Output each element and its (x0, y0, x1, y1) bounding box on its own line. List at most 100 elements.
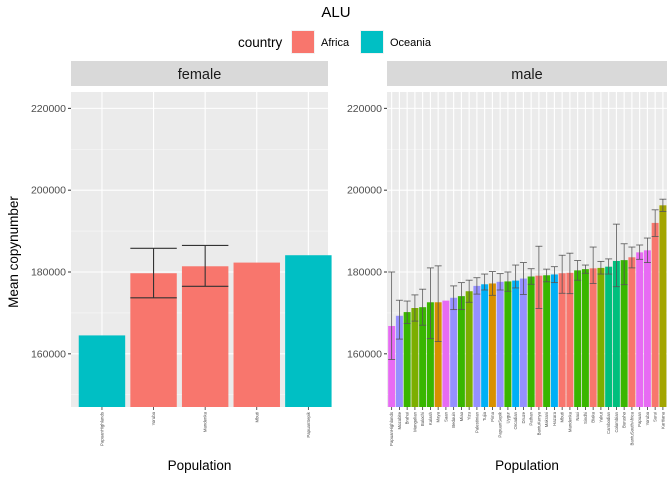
y-tick-label: 220000 (31, 103, 66, 115)
x-tick-label: Karitiana (660, 411, 665, 429)
x-tick-label: PapuanHighlands (389, 412, 394, 446)
bar (388, 326, 396, 407)
x-tick-label: Brahui (405, 412, 410, 424)
bar (659, 205, 667, 407)
bar (233, 262, 280, 407)
bar (488, 283, 496, 407)
x-tick-label: Palestinian (474, 411, 479, 433)
x-tick-label: Uygur (505, 411, 510, 423)
x-tick-label: Druze (521, 411, 526, 423)
x-tick-label: Pima (490, 411, 495, 421)
bar (558, 273, 566, 407)
bar (597, 267, 605, 407)
bar (434, 302, 442, 407)
y-tick-label: 200000 (31, 185, 66, 197)
bar (636, 252, 644, 407)
bar (574, 270, 582, 407)
x-tick-label: Yoruba (645, 411, 650, 425)
bar (457, 296, 465, 407)
y-tick-label: 160000 (31, 348, 66, 360)
bar (628, 257, 636, 407)
x-tick-label: Surui (653, 412, 658, 422)
panel-strip (71, 61, 328, 86)
x-tick-label: Hazara (552, 411, 557, 425)
bar (285, 255, 332, 407)
y-tick-label: 180000 (347, 267, 382, 279)
bar (465, 291, 473, 407)
bar (519, 278, 527, 407)
bar (442, 300, 450, 407)
bar (643, 250, 651, 407)
bar (566, 272, 574, 407)
x-tick-label: Mbuti (254, 412, 259, 423)
legend-swatch-africa (292, 31, 314, 53)
x-tick-label: Cambodian (606, 411, 611, 434)
y-tick-label: 160000 (347, 348, 382, 360)
x-axis-label: Population (168, 458, 232, 473)
bar (620, 260, 628, 407)
x-tick-label: Saan (443, 411, 448, 422)
x-tick-label: Mandenka (567, 411, 572, 432)
panel-strip-label: male (511, 67, 542, 83)
panel-strip-label: female (178, 67, 222, 83)
bar (419, 307, 427, 407)
x-tick-label: Mandenka (203, 411, 208, 432)
x-axis-label: Population (495, 458, 559, 473)
bar (78, 335, 126, 407)
x-tick-label: Mbuti (560, 412, 565, 423)
x-tick-label: Sindhi (583, 412, 588, 424)
x-tick-label: Kalash (428, 411, 433, 425)
x-tick-label: BantuSouthAfrica (629, 411, 634, 445)
x-tick-label: Burusho (622, 411, 627, 428)
x-tick-label: Yizu (467, 411, 472, 420)
x-tick-label: Naxi (575, 412, 580, 421)
bar (605, 266, 613, 407)
x-tick-label: Yoruba (151, 411, 156, 425)
bar (612, 260, 620, 407)
x-tick-label: PapuanHighlands (99, 412, 104, 446)
y-axis-label: Mean copynumber (6, 196, 21, 308)
bar (426, 302, 434, 407)
bar (527, 276, 535, 407)
x-tick-label: Biaka (591, 411, 596, 422)
x-tick-label: PapuanSepik (498, 411, 503, 437)
legend-title: country (238, 35, 283, 50)
x-tick-label: Colombian (614, 411, 619, 432)
panel-female: female 160000 180000 200000 220000 PapuanHigh… (31, 61, 332, 473)
x-tick-label: Maya (436, 411, 441, 422)
legend-label-africa: Africa (321, 37, 350, 49)
x-tick-label: Tujia (482, 411, 487, 421)
x-tick-label: Orcadian (513, 411, 518, 429)
x-tick-label: BantuKenya (536, 411, 541, 435)
bar (589, 268, 597, 407)
legend: country Africa Oceania (238, 30, 432, 54)
bar (181, 266, 229, 407)
bar (581, 269, 589, 407)
bar (550, 274, 558, 407)
bar (473, 285, 481, 407)
legend-label-oceania: Oceania (390, 37, 432, 49)
chart-title: ALU (321, 4, 350, 21)
bar (403, 312, 411, 407)
panel-strip (387, 61, 667, 86)
panel-male: male 160000 180000 200000 220000 PapuanHighla… (347, 61, 667, 473)
bar (481, 284, 489, 407)
x-tick-label: Pathan (529, 411, 534, 425)
x-tick-label: Mozabite (397, 411, 402, 429)
bar (411, 308, 419, 407)
legend-swatch-oceania (361, 31, 383, 53)
bar (512, 280, 520, 407)
bar (535, 275, 543, 407)
bar (450, 297, 458, 407)
x-tick-label: Miao (459, 411, 464, 421)
x-tick-label: Balochi (420, 412, 425, 426)
x-tick-label: PapuanSepik (306, 411, 311, 437)
x-tick-label: Mongolian (412, 411, 417, 431)
bar (504, 281, 512, 407)
bar (651, 222, 659, 407)
y-tick-label: 180000 (31, 267, 66, 279)
y-tick-label: 220000 (347, 103, 382, 115)
bar (395, 315, 403, 407)
bar (543, 275, 551, 407)
